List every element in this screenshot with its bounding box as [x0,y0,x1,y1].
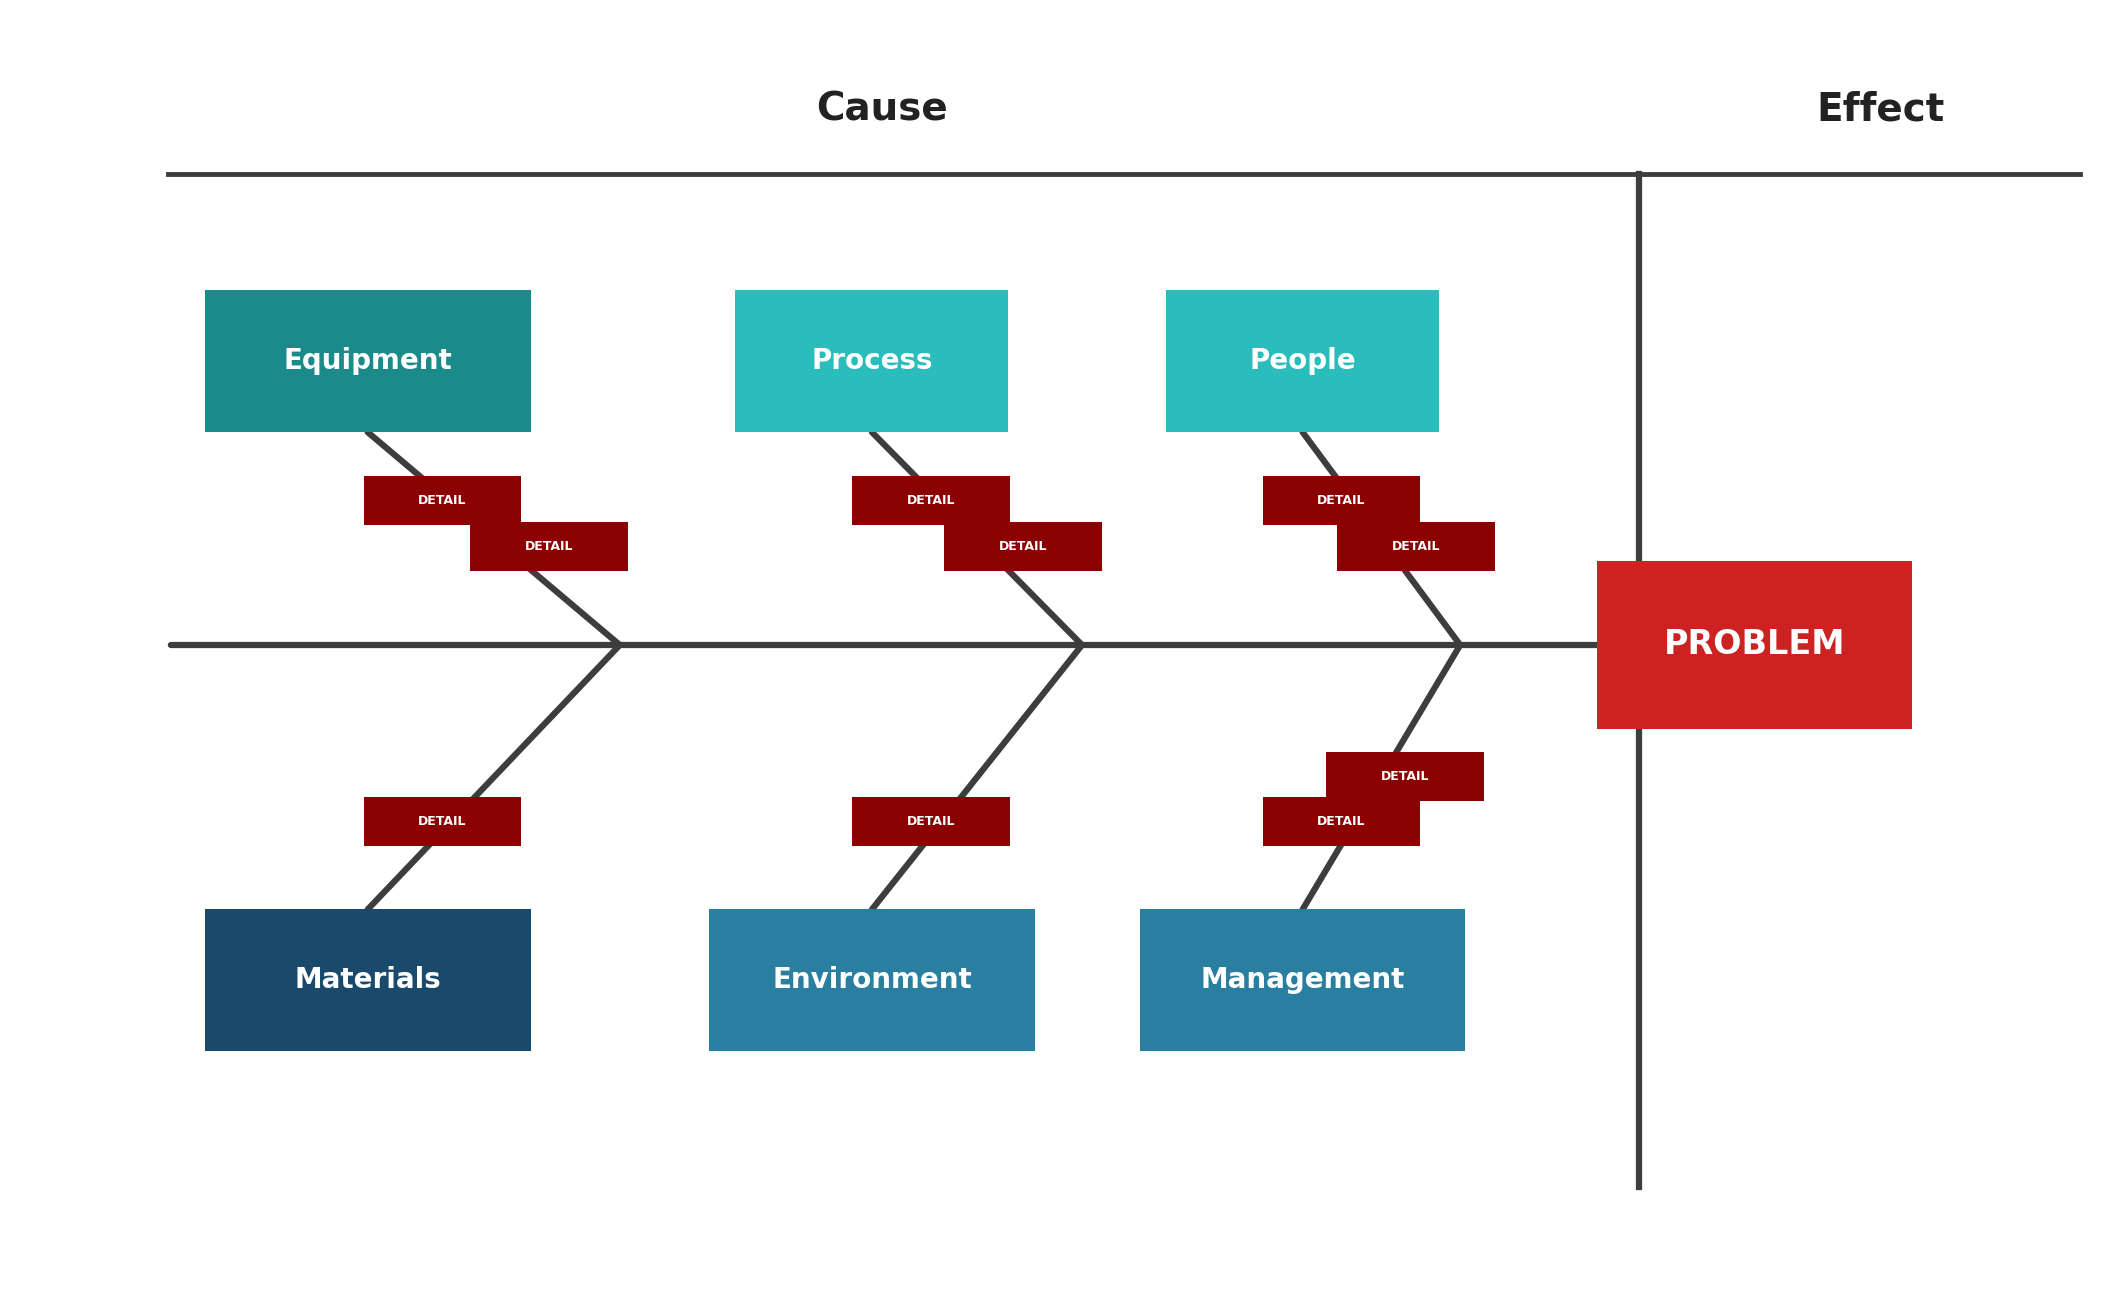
Text: DETAIL: DETAIL [1391,541,1441,553]
Text: DETAIL: DETAIL [998,541,1048,553]
FancyBboxPatch shape [1139,909,1466,1051]
FancyBboxPatch shape [471,522,628,571]
FancyBboxPatch shape [1336,522,1494,571]
FancyBboxPatch shape [1263,476,1420,525]
Text: DETAIL: DETAIL [1380,770,1429,783]
Text: DETAIL: DETAIL [418,494,466,507]
Text: Process: Process [811,347,933,375]
Text: PROBLEM: PROBLEM [1664,628,1845,662]
Text: Equipment: Equipment [284,347,452,375]
FancyBboxPatch shape [735,290,1008,432]
FancyBboxPatch shape [853,476,1011,525]
Text: DETAIL: DETAIL [1317,494,1366,507]
Text: DETAIL: DETAIL [1317,815,1366,828]
Text: DETAIL: DETAIL [418,815,466,828]
Text: Effect: Effect [1815,90,1946,129]
FancyBboxPatch shape [853,797,1011,846]
FancyBboxPatch shape [708,909,1034,1051]
FancyBboxPatch shape [363,797,521,846]
Text: DETAIL: DETAIL [906,815,956,828]
Text: Management: Management [1200,966,1406,995]
FancyBboxPatch shape [204,909,529,1051]
FancyBboxPatch shape [1263,797,1420,846]
Text: People: People [1250,347,1355,375]
FancyBboxPatch shape [1326,752,1483,801]
FancyBboxPatch shape [204,290,529,432]
Text: Cause: Cause [817,90,948,129]
Text: Environment: Environment [771,966,973,995]
Text: Materials: Materials [294,966,441,995]
FancyBboxPatch shape [943,522,1101,571]
FancyBboxPatch shape [363,476,521,525]
FancyBboxPatch shape [1597,561,1912,729]
Text: DETAIL: DETAIL [525,541,574,553]
Text: DETAIL: DETAIL [906,494,956,507]
FancyBboxPatch shape [1166,290,1439,432]
